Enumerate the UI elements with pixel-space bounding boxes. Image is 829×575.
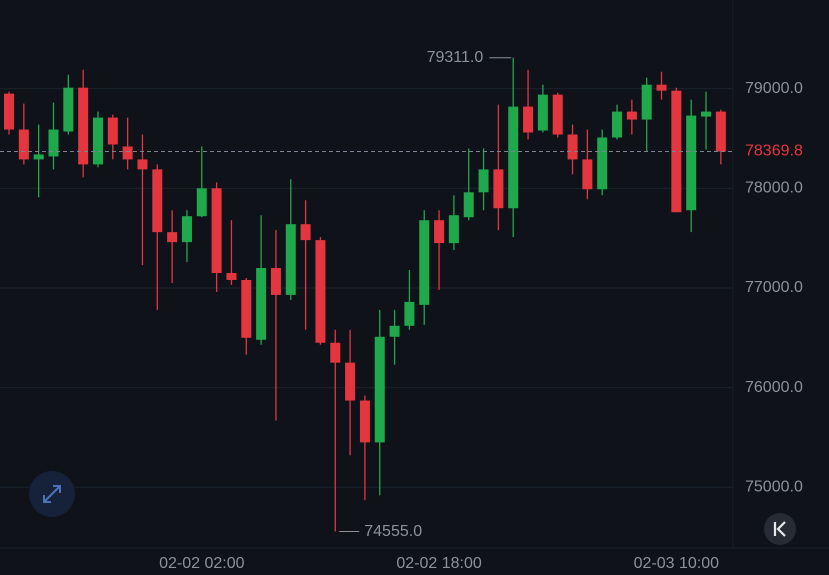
candle-body: [92, 117, 103, 165]
candle-body: [152, 169, 163, 233]
y-tick-label: 79000.0: [745, 80, 803, 97]
annotation-label: 74555.0: [364, 523, 422, 540]
candle-body: [300, 224, 311, 241]
y-tick-label: 78000.0: [745, 180, 803, 197]
candle-body: [270, 268, 281, 295]
candle-body: [701, 111, 712, 117]
candle-body: [18, 129, 29, 160]
candle-body: [448, 215, 459, 244]
y-tick-label: 75000.0: [745, 478, 803, 495]
plot: 75000.0 76000.0 77000.0 78000.0 79000.0 02-02…: [0, 49, 829, 572]
candle-body: [4, 93, 14, 130]
y-tick-label: 77000.0: [745, 279, 803, 296]
last-price-box: [736, 139, 829, 164]
candle-body: [641, 84, 652, 120]
x-tick-label: 02-03 10:00: [634, 555, 720, 572]
candle-body: [582, 159, 593, 190]
candle-body: [478, 169, 489, 193]
candle-body: [122, 146, 133, 160]
y-tick-label: 76000.0: [745, 379, 803, 396]
candle-body: [567, 134, 578, 160]
candle-body: [434, 220, 445, 244]
candle-body: [523, 106, 534, 133]
last-price-label: 78369.8: [745, 143, 803, 160]
candle-body: [33, 154, 44, 160]
scroll-latest-circle[interactable]: [764, 513, 796, 545]
candle-body: [626, 111, 637, 120]
candle-body: [612, 111, 623, 138]
candle-body: [345, 362, 356, 401]
candle-body: [181, 216, 192, 243]
candle-body: [285, 224, 296, 295]
candle-body: [196, 188, 207, 217]
candle-body: [137, 159, 148, 170]
candle-body: [404, 301, 415, 326]
x-tick-label: 02-02 18:00: [396, 555, 482, 572]
expand-button[interactable]: [29, 471, 75, 517]
annotation-label: 79311.0: [427, 49, 484, 66]
candle-body: [359, 400, 370, 443]
candle-body: [493, 169, 504, 209]
candle-body: [211, 188, 222, 274]
candle-body: [389, 325, 400, 337]
candle-body: [537, 94, 548, 131]
candle-body: [656, 84, 667, 91]
candle-body: [256, 268, 267, 340]
candle-body: [241, 279, 252, 338]
candle-body: [107, 117, 118, 145]
candle-body: [226, 273, 237, 280]
candle-body: [671, 90, 682, 213]
candle-body: [508, 106, 519, 209]
candle-body: [315, 240, 326, 343]
candle-body: [597, 137, 608, 190]
candle-body: [330, 342, 341, 363]
x-tick-label: 02-02 02:00: [159, 555, 245, 572]
candle-body: [167, 232, 178, 243]
candle-body: [374, 336, 385, 443]
candle-body: [63, 87, 74, 132]
candle-body: [686, 115, 697, 211]
scroll-latest-icon: [773, 521, 786, 537]
candle-body: [419, 220, 430, 305]
expand-icon: [43, 485, 61, 503]
candle-body: [715, 111, 726, 152]
candle-body: [78, 87, 89, 165]
candle-body: [48, 129, 59, 157]
scroll-latest-button[interactable]: [764, 513, 796, 545]
candle-body: [463, 192, 474, 218]
candle-body: [552, 94, 563, 135]
